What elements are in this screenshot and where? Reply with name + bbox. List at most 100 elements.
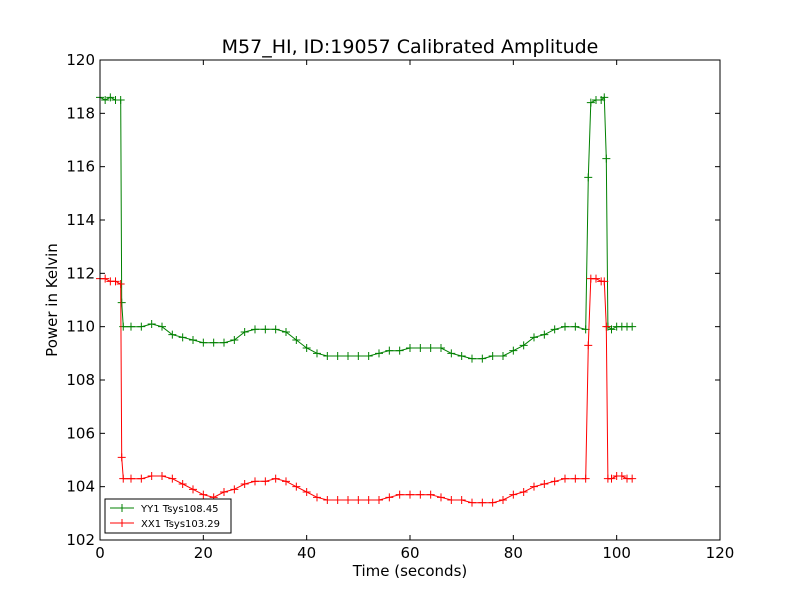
data-point — [457, 352, 466, 360]
data-point — [282, 477, 290, 486]
data-point — [602, 154, 611, 163]
data-point — [385, 493, 394, 502]
data-point — [117, 453, 126, 462]
x-tick-label: 80 — [504, 544, 523, 562]
x-tick-label: 0 — [95, 544, 105, 562]
data-point — [240, 328, 249, 336]
data-point — [313, 493, 321, 502]
data-point — [302, 344, 311, 352]
data-point — [426, 490, 435, 499]
y-tick-label: 102 — [66, 531, 95, 549]
data-point — [111, 277, 120, 286]
data-point — [571, 474, 580, 483]
data-point — [406, 490, 414, 499]
data-point — [282, 328, 290, 336]
data-point — [550, 477, 559, 486]
data-point — [251, 325, 259, 334]
x-tick-label: 40 — [297, 544, 316, 562]
data-point — [406, 344, 414, 352]
data-point — [251, 477, 259, 486]
data-point — [292, 482, 301, 491]
data-point — [395, 490, 404, 499]
data-point — [364, 352, 373, 360]
y-tick-label: 108 — [66, 371, 95, 389]
data-point — [230, 485, 239, 494]
data-point — [158, 472, 166, 480]
data-point — [584, 341, 593, 350]
legend-label: XX1 Tsys103.29 — [141, 519, 220, 530]
data-point — [509, 490, 518, 499]
data-point — [499, 496, 507, 504]
data-point — [292, 336, 301, 344]
data-point — [199, 338, 208, 347]
data-point — [127, 322, 135, 331]
data-point — [437, 344, 445, 352]
data-point — [488, 498, 497, 507]
data-point — [333, 352, 342, 360]
data-point — [581, 325, 590, 334]
data-point — [189, 336, 197, 344]
data-point — [437, 493, 445, 502]
series-layer — [96, 93, 637, 507]
data-point — [117, 298, 126, 307]
data-point — [385, 346, 394, 355]
data-point — [519, 341, 528, 350]
y-tick-label: 116 — [66, 158, 95, 176]
y-tick-label: 104 — [66, 478, 95, 496]
y-tick-label: 106 — [66, 424, 95, 442]
data-point — [313, 349, 321, 358]
data-point — [509, 346, 518, 355]
data-point — [375, 349, 383, 358]
data-point — [478, 498, 487, 507]
data-point — [540, 480, 549, 488]
y-tick-label: 120 — [66, 51, 95, 69]
data-point — [550, 325, 559, 334]
data-point — [106, 93, 115, 102]
x-tick-label: 60 — [400, 544, 419, 562]
data-point — [628, 474, 637, 483]
data-point — [189, 485, 197, 494]
data-point — [447, 349, 456, 358]
chart-title: M57_HI, ID:19057 Calibrated Amplitude — [222, 36, 599, 58]
data-point — [199, 490, 208, 499]
data-point — [540, 330, 549, 339]
data-point — [354, 352, 363, 360]
y-tick-label: 110 — [66, 318, 95, 336]
data-point — [530, 333, 538, 342]
data-point — [323, 352, 332, 360]
data-point — [499, 352, 507, 360]
data-point — [416, 344, 425, 352]
x-tick-label: 100 — [602, 544, 631, 562]
data-point — [302, 488, 311, 496]
data-point — [600, 93, 609, 102]
data-point — [116, 280, 125, 288]
data-point — [137, 474, 146, 483]
data-point — [617, 472, 626, 480]
data-point — [628, 322, 637, 331]
data-point — [530, 482, 538, 491]
y-tick-label: 112 — [66, 264, 95, 282]
legend-entry: YY1 Tsys108.45 — [110, 504, 219, 515]
data-point — [561, 322, 569, 331]
data-point — [271, 325, 280, 334]
data-point — [127, 474, 135, 483]
legend-marker — [118, 519, 126, 527]
legend-marker — [118, 504, 126, 512]
legend-box — [104, 498, 232, 534]
data-point — [178, 480, 187, 488]
data-point — [468, 354, 476, 363]
data-point — [592, 274, 600, 283]
series-line — [100, 278, 633, 504]
data-point — [561, 474, 569, 483]
data-point — [101, 274, 110, 283]
data-point — [519, 488, 528, 496]
data-point — [395, 346, 404, 355]
data-point — [344, 352, 352, 360]
data-point — [240, 480, 249, 488]
data-point — [261, 325, 270, 334]
data-point — [178, 333, 187, 342]
data-point — [168, 474, 177, 483]
data-point — [478, 354, 487, 363]
data-point — [220, 338, 228, 347]
data-point — [147, 320, 156, 328]
